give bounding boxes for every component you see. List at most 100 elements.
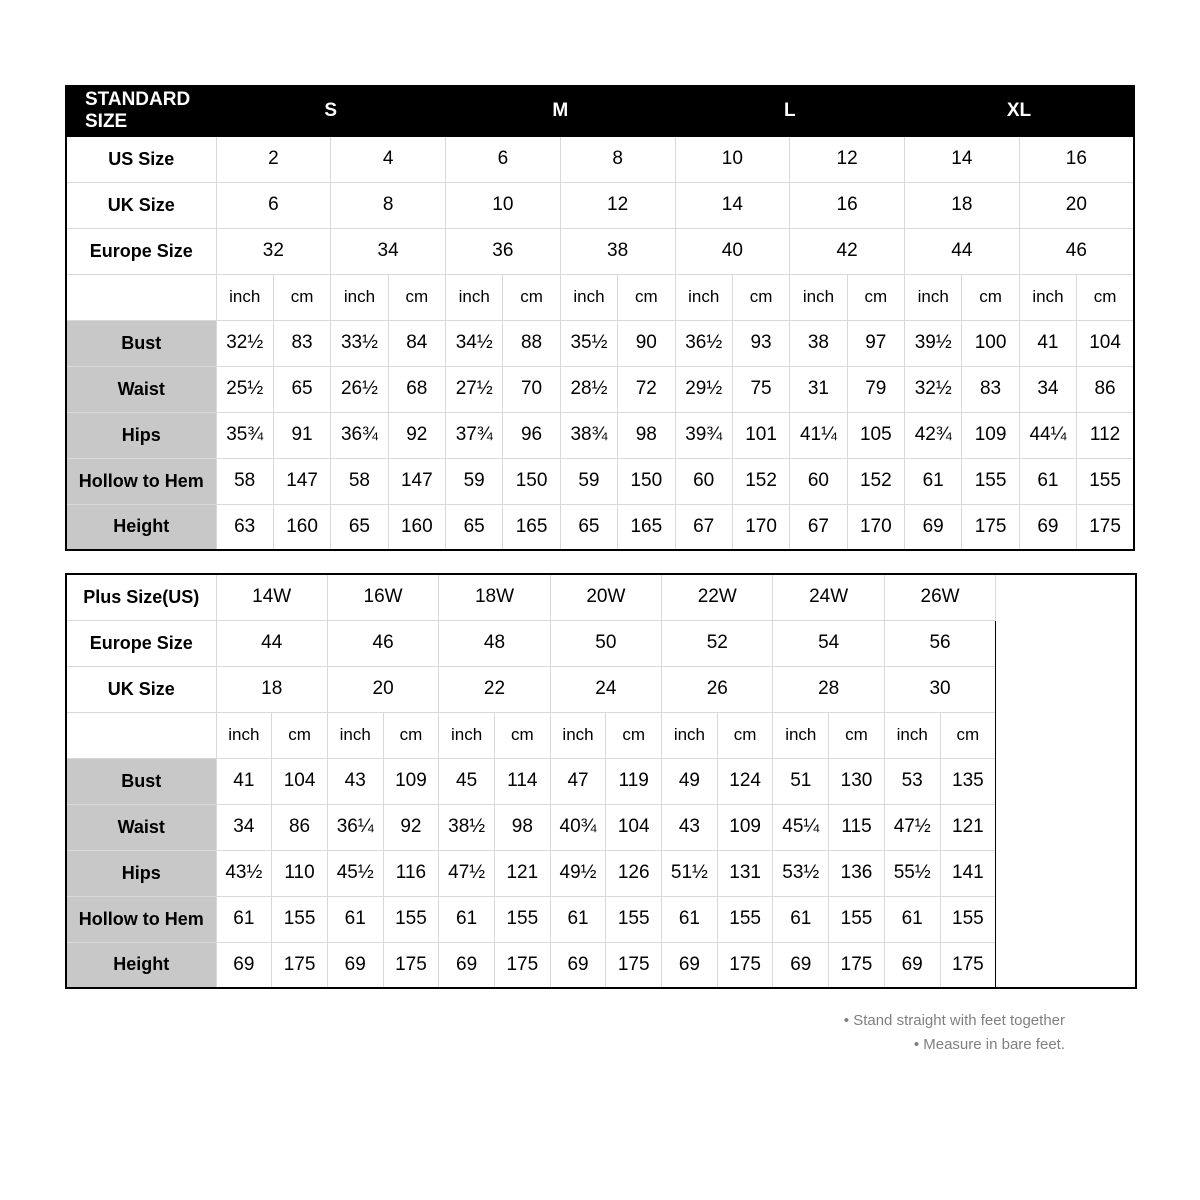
size-value: 54	[773, 620, 884, 666]
measure-value: 165	[503, 504, 560, 550]
measure-value: 61	[773, 896, 829, 942]
measure-value: 175	[829, 942, 885, 988]
measure-value: 104	[272, 758, 328, 804]
measure-value: 36¾	[331, 412, 388, 458]
measure-value: 41	[216, 758, 272, 804]
measure-value: 51½	[662, 850, 718, 896]
measure-value: 104	[1077, 320, 1134, 366]
size-value: 8	[560, 136, 675, 182]
size-value: 20	[327, 666, 438, 712]
measure-value: 45½	[327, 850, 383, 896]
size-row: Europe Size3234363840424446	[66, 228, 1134, 274]
measure-value: 43	[327, 758, 383, 804]
size-value: 20W	[550, 574, 661, 620]
size-value: 2	[216, 136, 331, 182]
measure-value: 59	[446, 458, 503, 504]
measure-value: 32½	[216, 320, 273, 366]
measure-value: 98	[494, 804, 550, 850]
unit-label: cm	[829, 712, 885, 758]
unit-label: cm	[717, 712, 773, 758]
size-value: 34	[331, 228, 446, 274]
size-value: 18W	[439, 574, 550, 620]
size-value: 26W	[884, 574, 995, 620]
size-value: 10	[446, 182, 561, 228]
filler-cell	[996, 574, 1136, 988]
size-value: 46	[327, 620, 438, 666]
measure-value: 34	[1019, 366, 1076, 412]
measure-value: 116	[383, 850, 439, 896]
measure-row: Waist348636¼9238½9840¾1044310945¼11547½1…	[66, 804, 1136, 850]
measure-value: 68	[388, 366, 445, 412]
measure-value: 44¼	[1019, 412, 1076, 458]
unit-label: cm	[1077, 274, 1134, 320]
measure-value: 26½	[331, 366, 388, 412]
measure-value: 105	[847, 412, 904, 458]
size-value: 18	[216, 666, 327, 712]
size-value: 40	[675, 228, 790, 274]
unit-label: inch	[550, 712, 606, 758]
size-value: 38	[560, 228, 675, 274]
unit-label: inch	[439, 712, 495, 758]
measure-value: 38¾	[560, 412, 617, 458]
measure-value: 115	[829, 804, 885, 850]
measure-value: 175	[494, 942, 550, 988]
header-size: XL	[905, 86, 1135, 136]
unit-row: inchcminchcminchcminchcminchcminchcminch…	[66, 712, 1136, 758]
measure-value: 36½	[675, 320, 732, 366]
measure-value: 91	[273, 412, 330, 458]
measure-value: 67	[790, 504, 847, 550]
size-value: 12	[560, 182, 675, 228]
measure-value: 51	[773, 758, 829, 804]
row-label: Waist	[66, 804, 216, 850]
size-value: 20	[1019, 182, 1134, 228]
measure-value: 65	[446, 504, 503, 550]
measure-value: 136	[829, 850, 885, 896]
size-value: 14W	[216, 574, 327, 620]
header-size: M	[446, 86, 676, 136]
row-label: Bust	[66, 320, 216, 366]
size-value: 30	[884, 666, 995, 712]
row-label: Height	[66, 942, 216, 988]
size-value: 4	[331, 136, 446, 182]
measure-value: 97	[847, 320, 904, 366]
measure-value: 60	[675, 458, 732, 504]
measure-value: 152	[732, 458, 789, 504]
measure-value: 61	[662, 896, 718, 942]
measure-value: 121	[940, 804, 996, 850]
measure-value: 36¼	[327, 804, 383, 850]
size-row: Plus Size(US)14W16W18W20W22W24W26W	[66, 574, 1136, 620]
unit-label: cm	[847, 274, 904, 320]
unit-label: cm	[388, 274, 445, 320]
measure-value: 65	[560, 504, 617, 550]
measure-row: Waist25½6526½6827½7028½7229½75317932½833…	[66, 366, 1134, 412]
size-row: UK Size68101214161820	[66, 182, 1134, 228]
measure-value: 67	[675, 504, 732, 550]
measure-value: 141	[940, 850, 996, 896]
unit-label: inch	[884, 712, 940, 758]
measure-row: Bust32½8333½8434½8835½9036½93389739½1004…	[66, 320, 1134, 366]
measure-row: Height6917569175691756917569175691756917…	[66, 942, 1136, 988]
measure-value: 61	[884, 896, 940, 942]
measure-value: 43	[662, 804, 718, 850]
measure-value: 61	[439, 896, 495, 942]
measure-value: 70	[503, 366, 560, 412]
measure-value: 69	[662, 942, 718, 988]
measure-row: Bust41104431094511447119491245113053135	[66, 758, 1136, 804]
unit-label: cm	[383, 712, 439, 758]
unit-label: cm	[503, 274, 560, 320]
size-value: 42	[790, 228, 905, 274]
measure-value: 175	[272, 942, 328, 988]
measure-value: 53½	[773, 850, 829, 896]
note-line: Stand straight with feet together	[65, 1009, 1065, 1033]
row-label: US Size	[66, 136, 216, 182]
row-label: Plus Size(US)	[66, 574, 216, 620]
unit-label: cm	[618, 274, 675, 320]
measure-value: 155	[383, 896, 439, 942]
unit-label: cm	[962, 274, 1019, 320]
size-value: 16	[790, 182, 905, 228]
measure-value: 37¾	[446, 412, 503, 458]
measure-value: 65	[331, 504, 388, 550]
size-value: 26	[662, 666, 773, 712]
measure-value: 109	[962, 412, 1019, 458]
unit-label: cm	[494, 712, 550, 758]
